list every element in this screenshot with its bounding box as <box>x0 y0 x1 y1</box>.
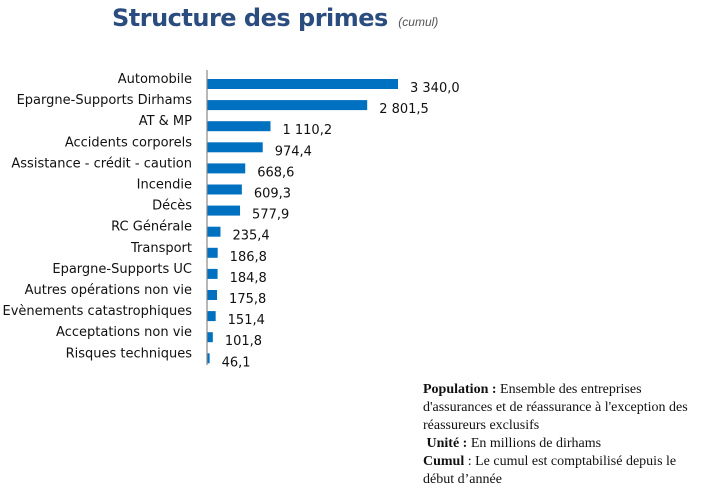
category-label: Acceptations non vie <box>56 325 192 340</box>
population-text: Ensemble des entreprises d'assurances et… <box>423 382 688 433</box>
category-label: Automobile <box>118 72 192 87</box>
value-label: 186,8 <box>230 250 267 265</box>
value-label: 184,8 <box>230 271 267 286</box>
category-label: Accidents corporels <box>65 135 192 150</box>
category-label: Evènements catastrophiques <box>3 304 193 319</box>
value-label: 151,4 <box>228 313 265 328</box>
cumul-text: : Le cumul est comptabilisé depuis le dé… <box>423 454 677 487</box>
category-label: Décès <box>152 199 192 214</box>
category-label: RC Générale <box>111 220 192 235</box>
value-label: 1 110,2 <box>282 123 332 138</box>
category-label: Incendie <box>137 178 192 193</box>
bar <box>207 332 213 343</box>
value-label: 46,1 <box>222 355 251 370</box>
category-label: Epargne-Supports UC <box>52 262 192 277</box>
category-label: Epargne-Supports Dirhams <box>17 93 193 108</box>
bar <box>207 353 210 364</box>
bar-chart: Automobile 3 340,0 Epargne-Supports Dirham… <box>3 70 460 370</box>
value-label: 235,4 <box>232 229 269 244</box>
category-label: Risques techniques <box>66 346 193 361</box>
value-label: 101,8 <box>225 334 262 349</box>
bar <box>207 163 246 174</box>
bar <box>207 184 242 195</box>
unit-label: Unité : <box>426 436 468 451</box>
title-main: Structure des primes <box>112 4 388 32</box>
bar <box>207 79 398 89</box>
value-label: 609,3 <box>254 187 291 202</box>
bar <box>207 290 218 300</box>
bar <box>207 247 218 258</box>
bar <box>207 226 221 237</box>
category-label: AT & MP <box>139 114 192 129</box>
bar <box>207 142 263 153</box>
bar <box>207 205 241 216</box>
bar <box>207 311 216 322</box>
value-label: 2 801,5 <box>379 102 429 117</box>
value-label: 577,9 <box>252 208 289 223</box>
chart-title: Structure des primes (cumul) <box>112 4 438 32</box>
title-subtitle: (cumul) <box>398 15 439 29</box>
category-label: Transport <box>130 241 192 256</box>
value-label: 3 340,0 <box>410 81 460 96</box>
value-label: 974,4 <box>275 144 312 159</box>
bar <box>207 268 218 279</box>
footnote: Population : Ensemble des entreprises d'… <box>423 381 693 489</box>
population-label: Population : <box>423 382 497 397</box>
category-label: Assistance - crédit - caution <box>11 156 192 171</box>
value-label: 175,8 <box>229 292 266 307</box>
bar <box>207 100 368 111</box>
category-label: Autres opérations non vie <box>25 283 192 298</box>
unit-text: En millions de dirhams <box>467 436 602 451</box>
cumul-label: Cumul <box>423 454 465 469</box>
value-label: 668,6 <box>257 165 294 180</box>
bar <box>207 121 271 132</box>
